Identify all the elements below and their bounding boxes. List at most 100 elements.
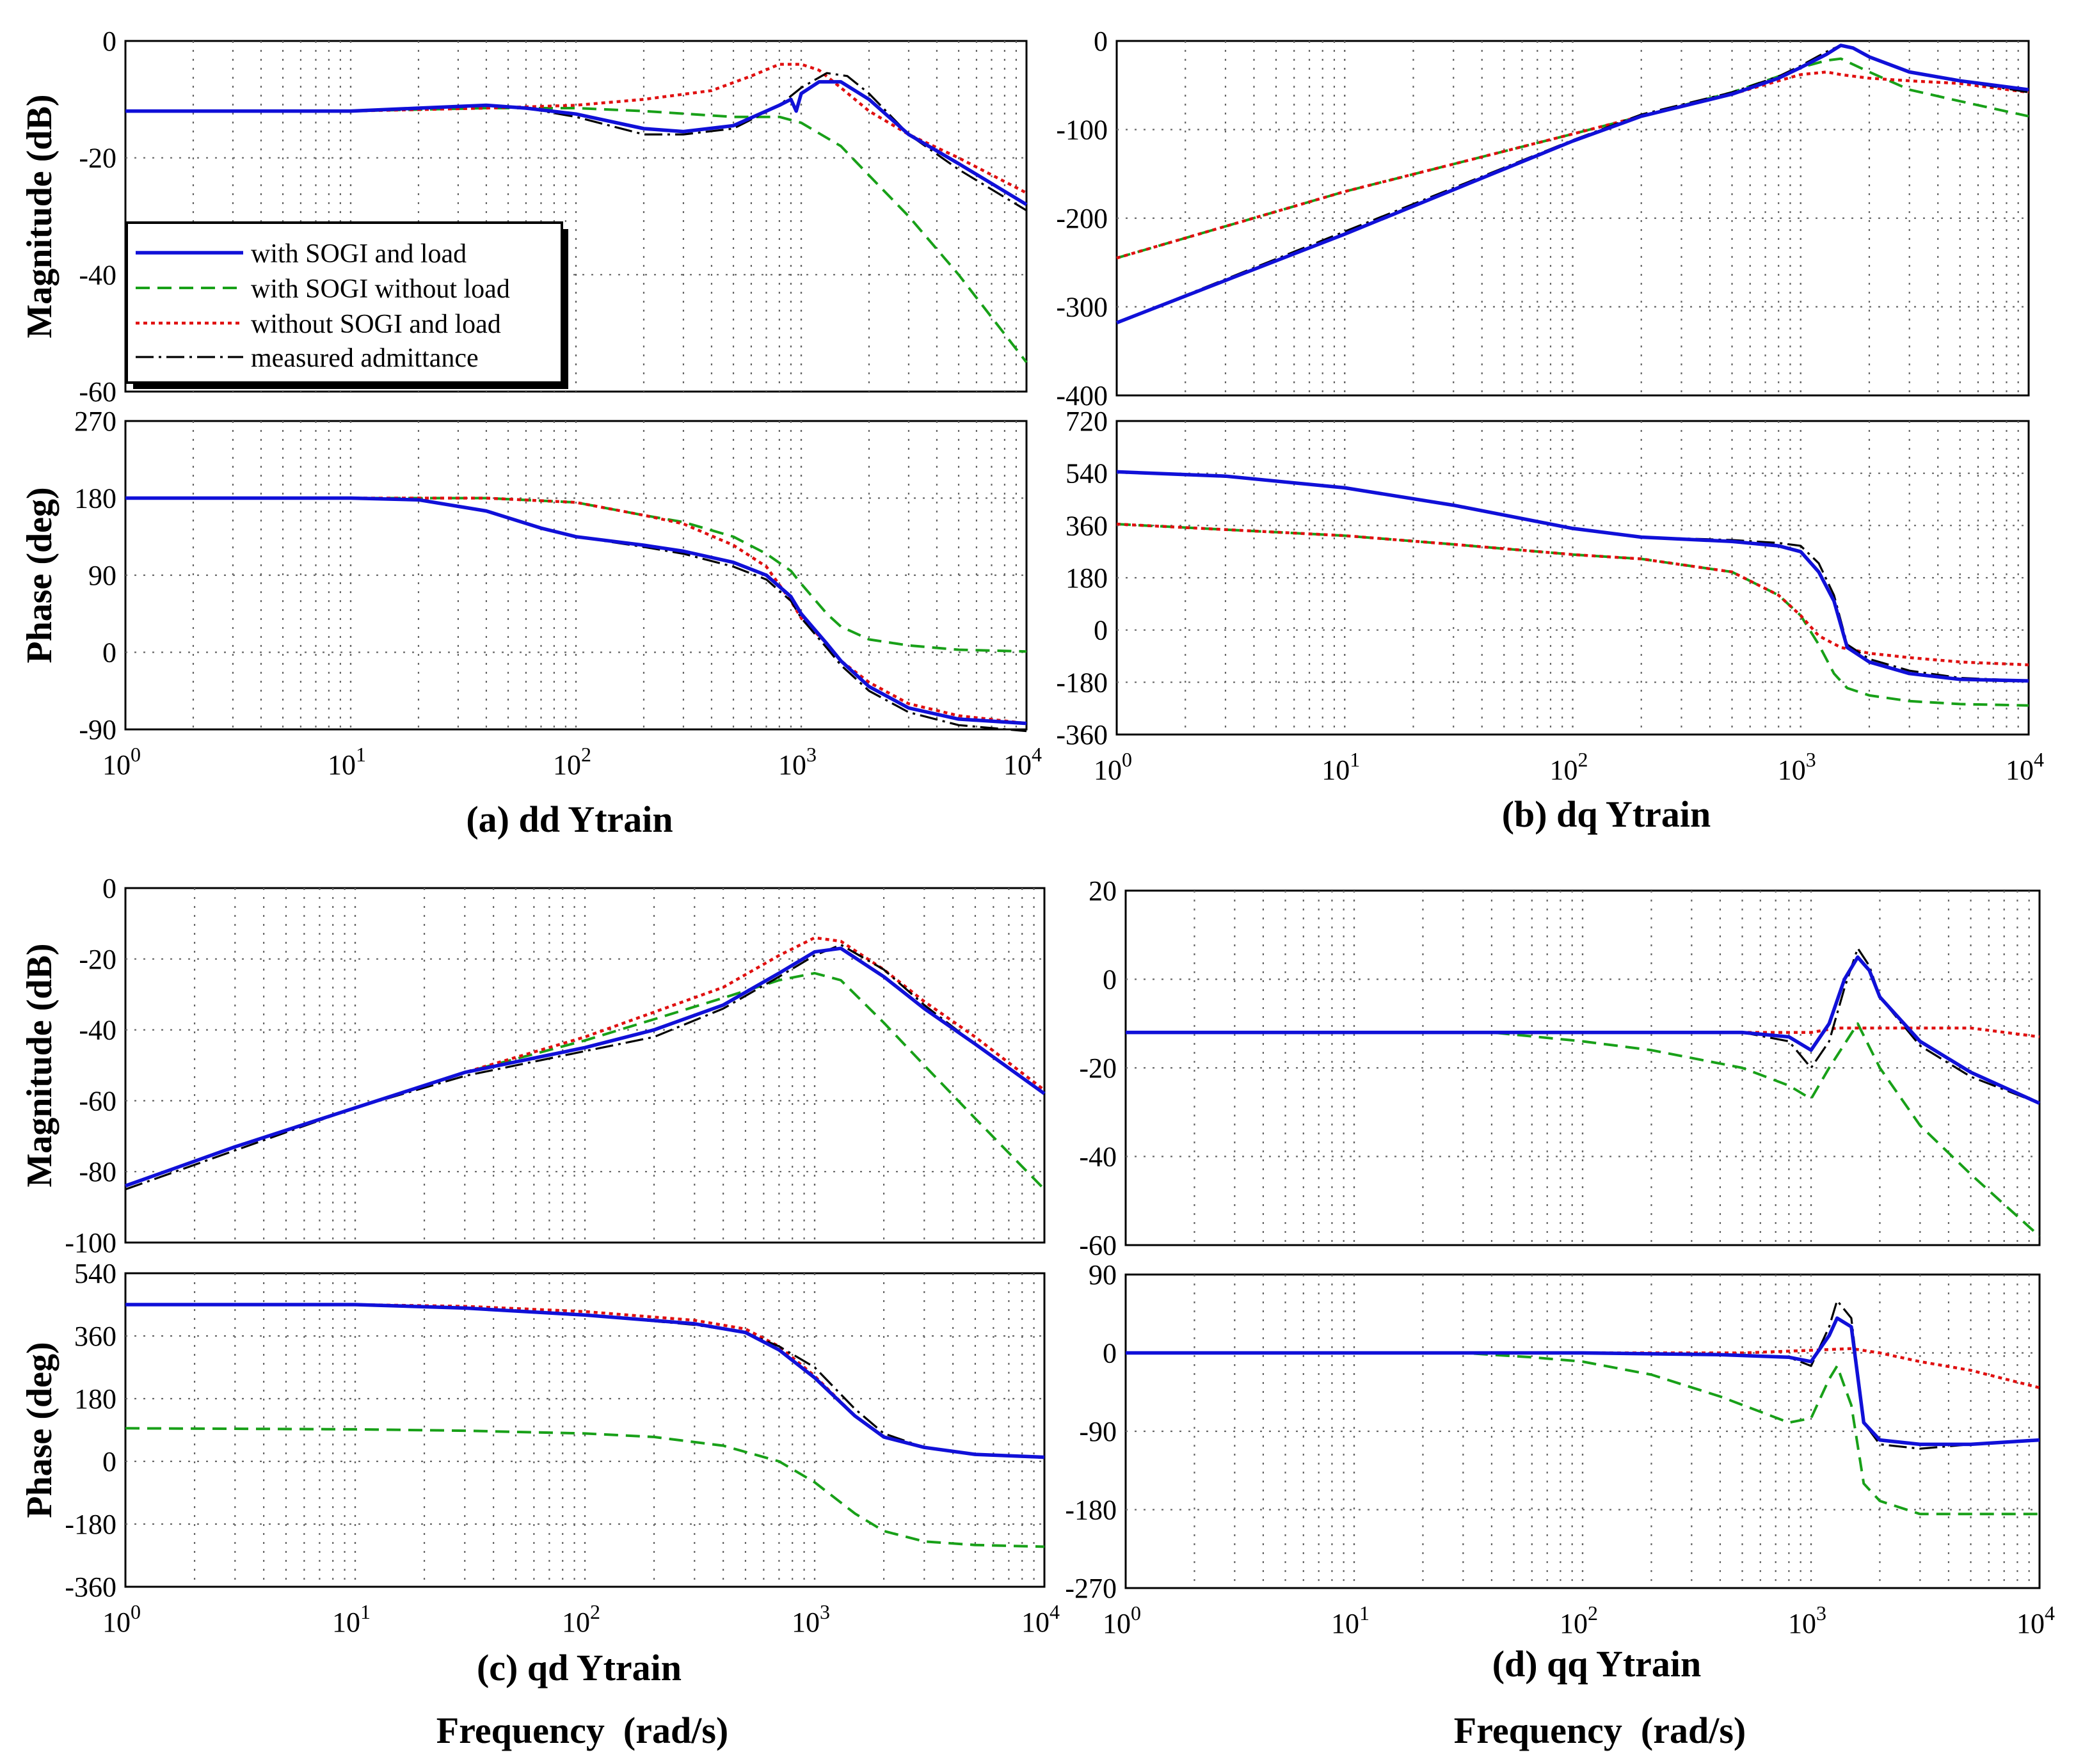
ytick-label-dq-magnitude: 0 bbox=[1094, 26, 1108, 57]
ytick-label-dq-phase: 360 bbox=[1066, 510, 1108, 541]
xtick-label-dd: 104 bbox=[1003, 743, 1042, 781]
xtick-label-dd: 100 bbox=[102, 743, 141, 781]
xtick-label-qq: 102 bbox=[1560, 1601, 1598, 1639]
ytick-label-dd-phase: -90 bbox=[79, 714, 116, 745]
ylabel-qd-phase: Phase (deg) bbox=[20, 1342, 60, 1518]
series-sogi_load-qq-phase bbox=[1126, 1316, 2040, 1447]
series-measured-qq-phase bbox=[1126, 1299, 2040, 1450]
series-sogi_load-dd-magnitude bbox=[125, 80, 1028, 207]
xtick-label-dq: 103 bbox=[1778, 748, 1816, 786]
ytick-label-dd-magnitude: -40 bbox=[79, 259, 116, 290]
ytick-label-dd-magnitude: 0 bbox=[102, 26, 116, 57]
xtick-label-qq: 104 bbox=[2016, 1601, 2055, 1639]
series-sogi_noload-dd-phase bbox=[125, 497, 1027, 653]
legend-label-sogi-load: with SOGI and load bbox=[251, 239, 467, 269]
series-sogi_load-dd-phase bbox=[125, 496, 1027, 726]
series-sogi_noload-qq-phase bbox=[1126, 1351, 2040, 1516]
ytick-label-qd-magnitude: -20 bbox=[79, 944, 116, 975]
ytick-label-qq-magnitude: 20 bbox=[1089, 875, 1117, 907]
xlabel-left: Frequency (rad/s) bbox=[436, 1710, 728, 1751]
xtick-label-qd: 102 bbox=[562, 1600, 600, 1638]
ytick-label-qq-phase: -90 bbox=[1079, 1416, 1117, 1447]
xtick-label-qq: 100 bbox=[1103, 1601, 1141, 1639]
series-sogi_noload-dq-magnitude bbox=[1116, 57, 2029, 260]
ylabel-dd-phase: Phase (deg) bbox=[20, 487, 60, 663]
series-nosogi-dq-magnitude bbox=[1116, 70, 2029, 260]
ytick-label-qd-magnitude: 0 bbox=[102, 873, 116, 904]
series-measured-qq-magnitude bbox=[1126, 947, 2040, 1104]
ytick-label-dd-phase: 0 bbox=[102, 637, 116, 669]
series-nosogi-dd-phase bbox=[125, 497, 1027, 725]
ytick-label-qd-phase: -360 bbox=[65, 1571, 116, 1603]
ytick-label-qq-phase: 0 bbox=[1103, 1338, 1117, 1369]
xtick-label-dd: 102 bbox=[553, 743, 591, 781]
ytick-label-qq-phase: -180 bbox=[1065, 1495, 1117, 1526]
legend-label-nosogi: without SOGI and load bbox=[251, 310, 501, 339]
caption-qd: (c) qd Ytrain bbox=[477, 1647, 682, 1689]
xtick-label-qq: 101 bbox=[1331, 1601, 1369, 1639]
legend-label-sogi-noload: with SOGI without load bbox=[251, 274, 510, 304]
ytick-label-qd-magnitude: -40 bbox=[79, 1015, 116, 1046]
legend: with SOGI and load with SOGI without loa… bbox=[125, 221, 568, 389]
series-sogi_noload-dd-magnitude bbox=[125, 107, 1028, 363]
ylabel-qd-magnitude: Magnitude (dB) bbox=[20, 943, 60, 1187]
caption-dq: (b) dq Ytrain bbox=[1502, 793, 1711, 835]
ytick-label-dq-phase: 180 bbox=[1066, 562, 1108, 594]
ytick-label-qq-phase: 90 bbox=[1089, 1259, 1117, 1291]
frame-dq-magnitude bbox=[1115, 40, 2030, 397]
series-nosogi-dq-phase bbox=[1116, 522, 2029, 667]
frame-qd-magnitude bbox=[124, 887, 1046, 1244]
xtick-label-dq: 104 bbox=[2006, 748, 2044, 786]
ytick-label-dd-magnitude: -60 bbox=[79, 376, 116, 408]
ytick-label-dd-phase: 180 bbox=[74, 483, 116, 514]
series-nosogi-qq-magnitude bbox=[1126, 1026, 2040, 1038]
ylabel-dd-magnitude: Magnitude (dB) bbox=[20, 94, 60, 338]
ytick-label-qq-magnitude: -60 bbox=[1079, 1230, 1117, 1261]
plot-qq-magnitude: 20 0 -20 -40 -60 bbox=[1079, 875, 2041, 1261]
series-sogi_load-qd-phase bbox=[125, 1303, 1045, 1459]
ytick-label-dq-phase: -360 bbox=[1056, 719, 1108, 751]
ytick-label-dq-magnitude: -400 bbox=[1056, 380, 1108, 411]
xtick-label-dq: 100 bbox=[1094, 748, 1132, 786]
xtick-label-dd: 103 bbox=[778, 743, 817, 781]
ytick-label-dq-phase: -180 bbox=[1056, 667, 1108, 698]
plot-qd-magnitude: 0 -20 -40 -60 -80 -100 bbox=[65, 873, 1046, 1259]
ytick-label-dq-phase: 0 bbox=[1094, 615, 1108, 646]
xtick-label-dd: 101 bbox=[328, 743, 366, 781]
caption-dd: (a) dd Ytrain bbox=[466, 799, 673, 840]
xtick-label-qd: 100 bbox=[102, 1600, 141, 1638]
ytick-label-qd-magnitude: -100 bbox=[65, 1227, 116, 1259]
ytick-label-dq-phase: 720 bbox=[1066, 406, 1108, 437]
ytick-label-dq-magnitude: -100 bbox=[1056, 115, 1108, 146]
ytick-label-qq-magnitude: 0 bbox=[1103, 964, 1117, 996]
ytick-label-dq-magnitude: -200 bbox=[1056, 203, 1108, 234]
ytick-label-dd-phase: 270 bbox=[74, 406, 116, 437]
ytick-label-qd-magnitude: -60 bbox=[79, 1085, 116, 1116]
xlabel-right: Frequency (rad/s) bbox=[1454, 1710, 1746, 1751]
ytick-label-dq-phase: 540 bbox=[1066, 458, 1108, 489]
frame-dq-phase bbox=[1115, 420, 2030, 736]
ytick-label-dq-magnitude: -300 bbox=[1056, 292, 1108, 323]
xtick-label-qd: 103 bbox=[792, 1600, 830, 1638]
series-sogi_load-dq-phase bbox=[1116, 470, 2029, 683]
ytick-label-qd-magnitude: -80 bbox=[79, 1156, 116, 1188]
caption-qq: (d) qq Ytrain bbox=[1492, 1643, 1702, 1685]
ytick-label-qd-phase: 0 bbox=[102, 1446, 116, 1477]
ytick-label-qq-magnitude: -20 bbox=[1079, 1053, 1117, 1084]
legend-box bbox=[125, 221, 563, 384]
xtick-label-dq: 101 bbox=[1321, 748, 1360, 786]
ytick-label-qq-phase: -270 bbox=[1065, 1573, 1117, 1604]
legend-label-measured: measured admittance bbox=[251, 344, 479, 373]
ytick-label-dd-magnitude: -20 bbox=[79, 143, 116, 174]
plot-dq-magnitude: 0 -100 -200 -300 -400 bbox=[1056, 26, 2030, 411]
series-sogi_load-qq-magnitude bbox=[1126, 955, 2041, 1105]
ytick-label-qd-phase: 180 bbox=[74, 1383, 116, 1415]
xtick-label-dq: 102 bbox=[1550, 748, 1588, 786]
series-sogi_load-qd-magnitude bbox=[125, 946, 1046, 1188]
xtick-label-qq: 103 bbox=[1788, 1601, 1826, 1639]
